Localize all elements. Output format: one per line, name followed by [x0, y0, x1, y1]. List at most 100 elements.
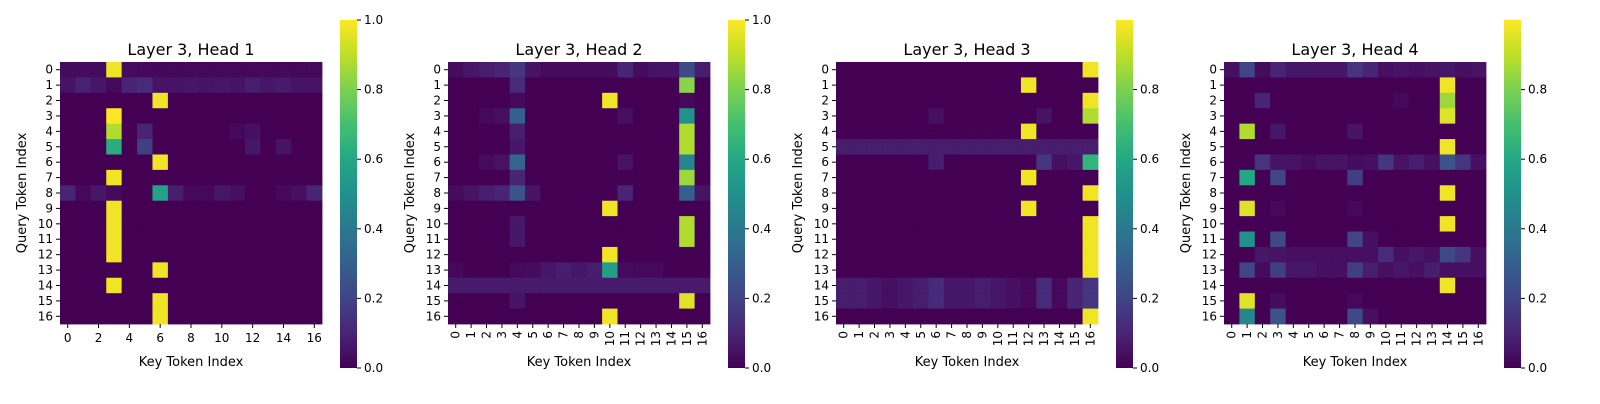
heatmap-cell	[540, 92, 557, 109]
heatmap-cell	[1301, 262, 1317, 279]
heatmap-cell	[555, 123, 572, 140]
heatmap-cell	[1331, 231, 1348, 248]
heatmap-cell	[1408, 62, 1425, 78]
heatmap-cell	[106, 62, 123, 78]
heatmap-cell	[244, 77, 261, 94]
heatmap-cell	[183, 139, 200, 155]
colorbar-tick-label: 0.8	[364, 83, 383, 97]
heatmap-cell	[851, 123, 868, 140]
heatmap-cell	[571, 169, 588, 186]
heatmap-cell	[663, 231, 680, 248]
heatmap-cell	[260, 231, 277, 248]
heatmap-cell	[183, 108, 200, 125]
heatmap-cell	[229, 123, 246, 140]
heatmap-cell	[1239, 308, 1256, 325]
heatmap-cell	[1020, 92, 1037, 109]
heatmap-cell	[106, 77, 123, 94]
heatmap-cell	[836, 92, 852, 109]
heatmap-cell	[183, 154, 200, 171]
heatmap-cell	[167, 277, 184, 294]
heatmap-cell	[214, 216, 230, 232]
heatmap-cell	[1455, 308, 1471, 325]
heatmap-cell	[214, 77, 230, 94]
y-tick-label: 12	[1202, 248, 1217, 262]
heatmap-cell	[1239, 139, 1256, 155]
colorbar-gradient	[340, 20, 357, 368]
heatmap-cell	[90, 169, 107, 186]
x-tick-label: 8	[1348, 331, 1362, 339]
y-tick-label: 2	[821, 94, 829, 108]
heatmap-cell	[959, 200, 976, 217]
heatmap-cell	[478, 139, 495, 155]
heatmap-cell	[1362, 154, 1379, 171]
heatmap-cell	[663, 216, 680, 232]
x-tick-label: 2	[868, 331, 882, 339]
heatmap-cell	[571, 200, 588, 217]
heatmap-cell	[1082, 277, 1099, 294]
heatmap-cell	[1036, 154, 1053, 171]
heatmap-cell	[1301, 77, 1317, 94]
heatmap-cell	[694, 92, 711, 109]
x-tick-label: 10	[603, 331, 617, 346]
heatmap-cell	[1051, 77, 1068, 94]
heatmap-cell	[275, 185, 292, 202]
x-tick-label: 14	[1440, 331, 1454, 346]
heatmap-cell	[617, 262, 634, 279]
heatmap-cell	[679, 246, 695, 263]
heatmap-cell	[1239, 62, 1256, 78]
heatmap-cell	[1020, 139, 1037, 155]
heatmap-cell	[90, 262, 107, 279]
heatmap-cell	[555, 154, 572, 171]
heatmap-cell	[90, 108, 107, 125]
heatmap-cell	[137, 92, 153, 109]
heatmap-cell	[214, 246, 230, 263]
heatmap-cell	[1393, 308, 1410, 325]
heatmap-cell	[198, 200, 215, 217]
heatmap-cell	[106, 108, 123, 125]
heatmap-cell	[663, 92, 680, 109]
x-tick-label: 9	[975, 331, 989, 339]
heatmap-cell	[836, 262, 852, 279]
heatmap-cell	[1005, 216, 1022, 232]
heatmap-cell	[137, 62, 153, 78]
heatmap-cell	[1224, 169, 1240, 186]
heatmap-cell	[882, 77, 899, 94]
heatmap-cell	[1378, 123, 1394, 140]
heatmap-cell	[1455, 246, 1471, 263]
heatmap-cell	[478, 169, 495, 186]
heatmap-cell	[463, 139, 480, 155]
heatmap-cell	[1082, 216, 1099, 232]
heatmap-cell	[882, 216, 899, 232]
heatmap-cell	[1455, 277, 1471, 294]
heatmap-cell	[913, 77, 929, 94]
colorbar-tick-label: 0.0	[364, 361, 383, 375]
heatmap-cell	[1455, 200, 1471, 217]
heatmap-cell	[260, 293, 277, 309]
heatmap-cell	[959, 293, 976, 309]
heatmap-cell	[275, 77, 292, 94]
heatmap-cell	[586, 62, 603, 78]
heatmap-cell	[291, 308, 307, 325]
heatmap-cell	[1020, 77, 1037, 94]
heatmap-cell	[617, 92, 634, 109]
heatmap-cell	[694, 216, 711, 232]
heatmap-cell	[306, 92, 323, 109]
heatmap-cell	[694, 77, 711, 94]
heatmap-cell	[152, 293, 169, 309]
heatmap-cell	[1254, 231, 1271, 248]
heatmap-cell	[959, 169, 976, 186]
heatmap-cell	[275, 308, 292, 325]
heatmap-cell	[75, 108, 92, 125]
heatmap-cell	[1347, 123, 1364, 140]
heatmap-cell	[229, 108, 246, 125]
heatmap-cell	[1316, 200, 1333, 217]
heatmap-cell	[555, 293, 572, 309]
heatmap-cell	[1005, 123, 1022, 140]
heatmap-cell	[152, 277, 169, 294]
heatmap-cell	[694, 277, 711, 294]
heatmap-cell	[1270, 200, 1287, 217]
heatmap-cell	[836, 308, 852, 325]
heatmap-cell	[137, 169, 153, 186]
heatmap-cell	[571, 185, 588, 202]
heatmap-cell	[1224, 216, 1240, 232]
